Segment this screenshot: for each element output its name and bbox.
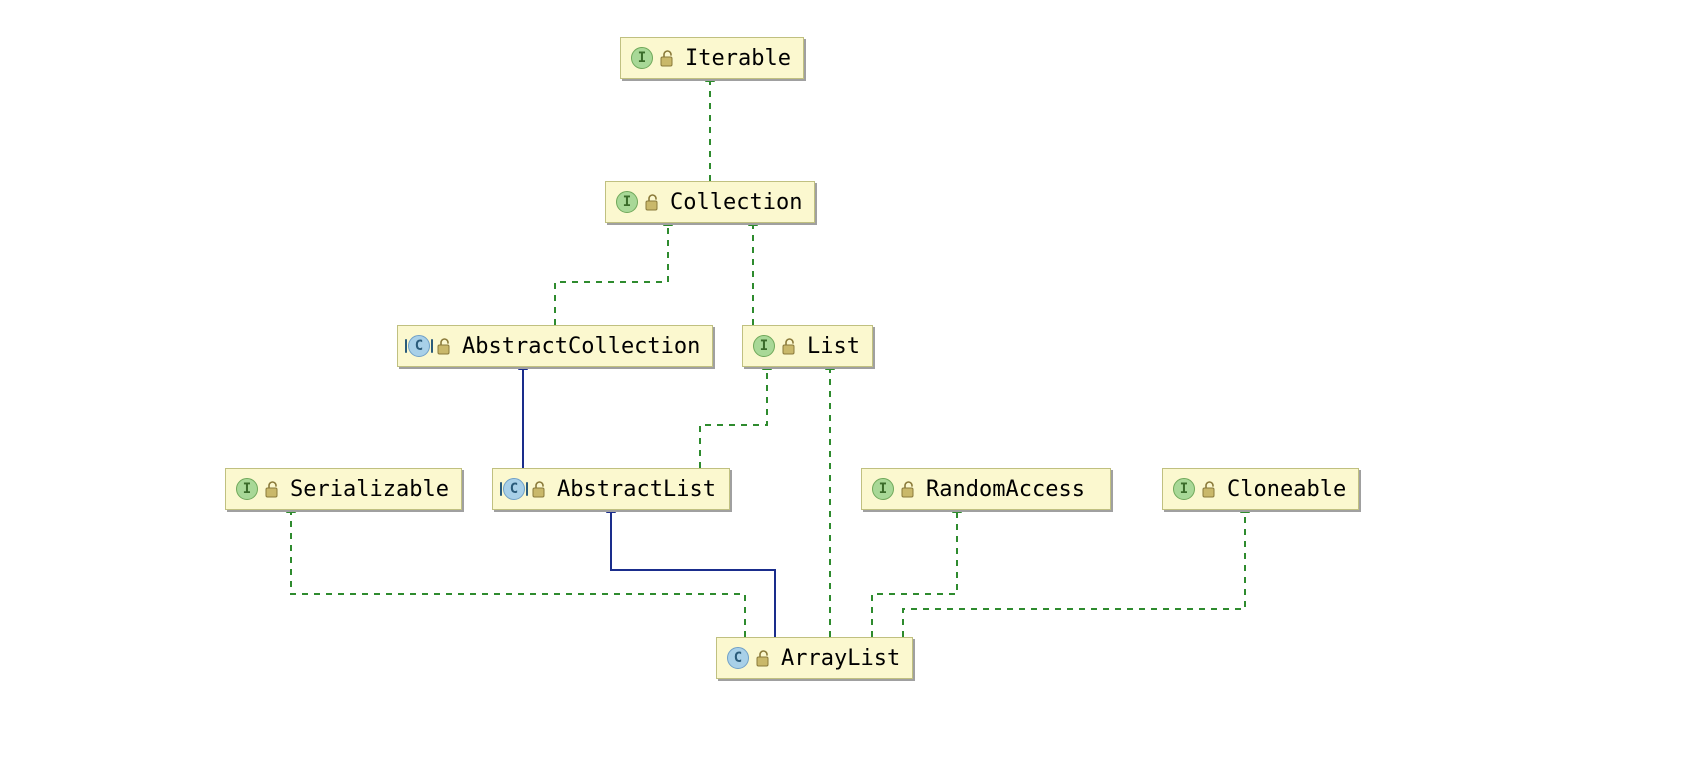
- node-list: I List: [742, 325, 873, 367]
- node-label: AbstractList: [557, 477, 716, 502]
- unlock-icon: [436, 337, 452, 355]
- edge-arraylist-to-serializable: [291, 512, 745, 637]
- node-label: RandomAccess: [926, 477, 1085, 502]
- unlock-icon: [900, 480, 916, 498]
- edge-abstractcollection-to-collection: [555, 225, 668, 325]
- node-label: AbstractCollection: [462, 334, 700, 359]
- abstract-icon: C: [408, 335, 430, 357]
- interface-icon: I: [872, 478, 894, 500]
- interface-icon: I: [616, 191, 638, 213]
- class-icon: C: [727, 647, 749, 669]
- unlock-icon: [659, 49, 675, 67]
- edge-arraylist-to-randomaccess: [872, 512, 957, 637]
- node-label: Iterable: [685, 46, 791, 71]
- edge-arraylist-to-cloneable: [903, 512, 1245, 637]
- unlock-icon: [531, 480, 547, 498]
- node-label: ArrayList: [781, 646, 900, 671]
- unlock-icon: [755, 649, 771, 667]
- unlock-icon: [264, 480, 280, 498]
- node-cloneable: I Cloneable: [1162, 468, 1359, 510]
- abstract-icon: C: [503, 478, 525, 500]
- interface-icon: I: [631, 47, 653, 69]
- interface-icon: I: [236, 478, 258, 500]
- node-randomaccess: I RandomAccess: [861, 468, 1111, 510]
- edge-abstractlist-to-list: [700, 369, 767, 468]
- node-abstractcollection: C AbstractCollection: [397, 325, 713, 367]
- node-abstractlist: C AbstractList: [492, 468, 730, 510]
- edge-arraylist-to-abstractlist: [611, 512, 775, 637]
- node-serializable: I Serializable: [225, 468, 462, 510]
- node-label: Cloneable: [1227, 477, 1346, 502]
- node-iterable: I Iterable: [620, 37, 804, 79]
- unlock-icon: [781, 337, 797, 355]
- node-collection: I Collection: [605, 181, 815, 223]
- class-hierarchy-diagram: I Iterable I Collection C AbstractCollection I…: [0, 0, 1688, 778]
- interface-icon: I: [1173, 478, 1195, 500]
- node-label: Collection: [670, 190, 802, 215]
- node-arraylist: C ArrayList: [716, 637, 913, 679]
- node-label: Serializable: [290, 477, 449, 502]
- unlock-icon: [644, 193, 660, 211]
- interface-icon: I: [753, 335, 775, 357]
- node-label: List: [807, 334, 860, 359]
- unlock-icon: [1201, 480, 1217, 498]
